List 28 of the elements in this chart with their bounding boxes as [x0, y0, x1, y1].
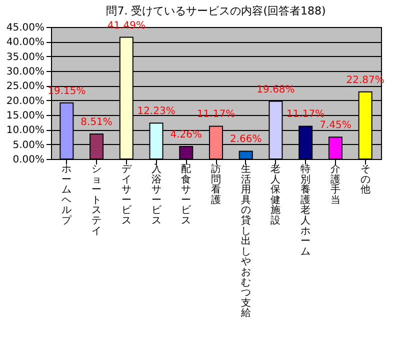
category-label: 特別養護老人ホーム	[300, 164, 311, 258]
y-tick-label: 20.00%	[6, 96, 44, 107]
x-tick-label: その他	[360, 164, 370, 196]
data-label: 8.51%	[80, 117, 112, 128]
y-tick-label: 35.00%	[6, 52, 44, 63]
data-label: 2.66%	[230, 134, 262, 146]
y-tick-label: 0.00%	[12, 154, 44, 166]
y-tick-label: 25.00%	[6, 81, 44, 92]
y-tick-label: 30.00%	[6, 66, 44, 78]
x-tick-label: 配食サービス	[181, 164, 192, 226]
x-tick-label: デイサービス	[121, 164, 132, 226]
data-label: 19.68%	[256, 84, 295, 96]
y-tick-label: 45.00%	[6, 22, 44, 34]
x-tick-label: 老人保健施設	[270, 163, 281, 226]
x-tick-label: ホームヘルプ	[62, 164, 73, 226]
y-tick-label: 40.00%	[6, 37, 44, 48]
category-label: 生活用具の貸し出しやおむつ支給	[240, 164, 251, 320]
x-tick-label: ショートステイ	[92, 164, 102, 237]
data-label: 12.23%	[137, 106, 176, 118]
x-tick-label: 訪問看護	[211, 163, 221, 206]
data-label: 4.26%	[170, 130, 202, 141]
chart-title: 問7. 受けているサービスの内容(回答者188)	[106, 4, 326, 18]
y-tick-label: 5.00%	[12, 140, 44, 151]
data-label: 7.45%	[320, 120, 352, 132]
x-tick-label: 入浴サービス	[151, 163, 162, 226]
y-tick-label: 15.00%	[6, 110, 44, 122]
x-tick-label: 介護手当	[330, 163, 340, 206]
y-tick-label: 10.00%	[6, 125, 44, 136]
